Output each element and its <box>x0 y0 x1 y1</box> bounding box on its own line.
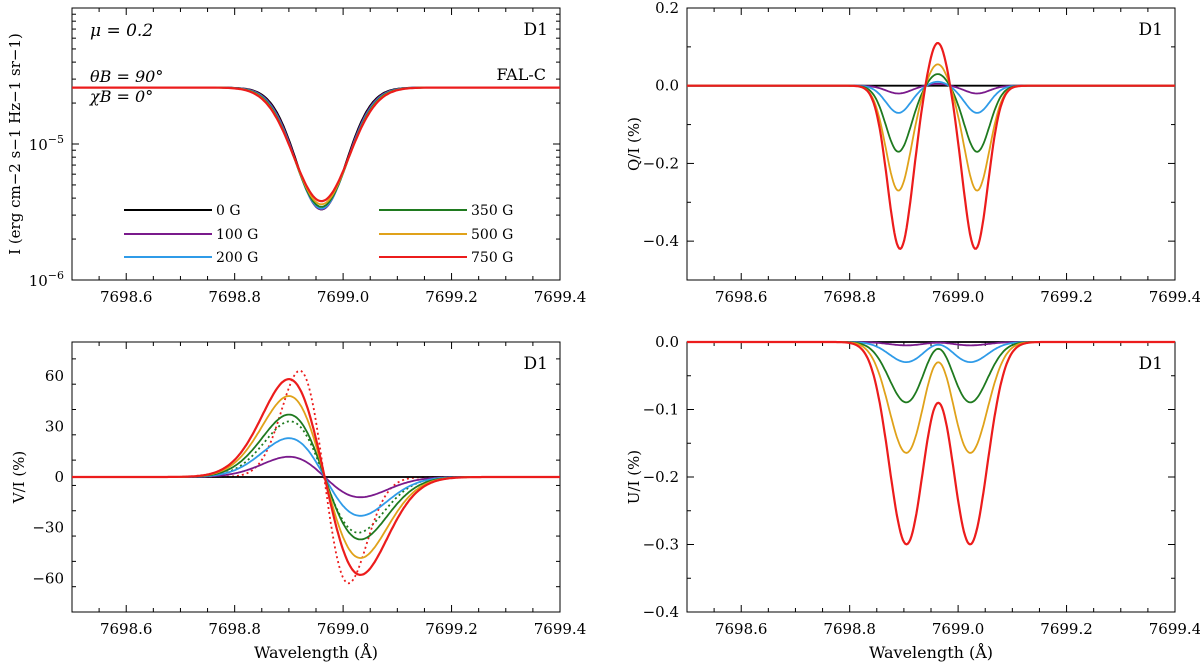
panel-U: 7698.6 7698.8 7699.0 7699.2 7699.4 −0.4 −0.3 −0… <box>625 333 1200 662</box>
y-tick-label: −0.3 <box>643 536 679 554</box>
annotation-mu: μ = 0.2 <box>90 21 153 41</box>
y-axis-label: Q/I (%) <box>625 117 643 171</box>
corner-label: D1 <box>524 354 548 374</box>
x-tick-label: 7698.8 <box>823 288 876 306</box>
x-tick-label: 7699.4 <box>1149 620 1200 638</box>
y-tick-label: 0.0 <box>655 333 679 351</box>
x-tick-label: 7699.0 <box>317 620 370 638</box>
y-tick-label: −30 <box>32 519 64 537</box>
x-tick-label: 7699.4 <box>534 288 587 306</box>
panel-Q: 7698.6 7698.8 7699.0 7699.2 7699.4 −0.4 −0.2 0.… <box>625 0 1200 306</box>
annotation-chi: χB = 0° <box>89 87 153 106</box>
curve-U-500G <box>687 341 1175 454</box>
y-tick-label: −0.2 <box>643 154 679 172</box>
y-tick-label: 60 <box>45 367 64 385</box>
panel-V: 7698.6 7698.8 7699.0 7699.2 7699.4 −60 −30 0 30 6… <box>10 341 587 662</box>
corner-label: D1 <box>1139 20 1163 40</box>
y-tick-label: 10−5 <box>29 133 64 154</box>
y-tick-label: 0 <box>54 468 64 486</box>
x-tick-label: 7699.2 <box>1040 288 1093 306</box>
corner-label: D1 <box>524 20 548 40</box>
panel-I: 7698.6 7698.8 7699.0 7699.2 7699.4 10−6 10−5I … <box>6 7 587 306</box>
y-tick-label: 0.0 <box>655 77 679 95</box>
plot-frame <box>686 341 1176 613</box>
y-tick-label: −60 <box>32 569 64 587</box>
y-tick-label: −0.1 <box>643 401 679 419</box>
legend-label: 350 G <box>471 203 513 219</box>
legend-label: 200 G <box>216 250 258 266</box>
y-tick-label: 10−6 <box>29 269 64 290</box>
legend-label: 500 G <box>471 227 513 243</box>
x-tick-label: 7698.6 <box>715 288 768 306</box>
y-tick-label: 30 <box>45 417 64 435</box>
x-tick-label: 7699.0 <box>932 288 985 306</box>
curve-Q-750G <box>687 42 1175 251</box>
x-tick-label: 7698.8 <box>208 620 261 638</box>
x-tick-label: 7699.0 <box>317 288 370 306</box>
corner-label: D1 <box>1139 354 1163 374</box>
curve-V-750G <box>72 377 560 577</box>
x-axis-label: Wavelength (Å) <box>254 642 378 662</box>
y-axis-label: I (erg cm−2 s−1 Hz−1 sr−1) <box>6 33 24 255</box>
x-tick-label: 7698.6 <box>100 288 153 306</box>
annotation-theta: θB = 90° <box>90 67 163 86</box>
x-tick-label: 7699.0 <box>932 620 985 638</box>
curve-U-750G <box>687 340 1175 546</box>
y-axis-label: V/I (%) <box>10 451 28 505</box>
legend-label: 750 G <box>471 250 513 266</box>
annotation-model: FAL-C <box>496 65 546 84</box>
legend-label: 0 G <box>216 203 241 219</box>
x-tick-label: 7699.4 <box>534 620 587 638</box>
y-tick-label: 0.2 <box>655 0 679 17</box>
x-tick-label: 7699.2 <box>425 288 478 306</box>
legend-label: 100 G <box>216 227 258 243</box>
x-tick-label: 7699.2 <box>1040 620 1093 638</box>
x-tick-label: 7698.6 <box>100 620 153 638</box>
curve-I-750G <box>72 86 560 203</box>
x-axis-label: Wavelength (Å) <box>869 642 993 662</box>
x-tick-label: 7698.8 <box>823 620 876 638</box>
legend: 0 G 100 G 200 G 350 G 500 G 750 G <box>124 203 513 266</box>
plot-frame <box>686 7 1176 281</box>
y-axis-label: U/I (%) <box>625 450 643 504</box>
x-tick-label: 7698.6 <box>715 620 768 638</box>
y-tick-label: −0.2 <box>643 468 679 486</box>
x-tick-label: 7698.8 <box>208 288 261 306</box>
x-tick-label: 7699.4 <box>1149 288 1200 306</box>
y-tick-label: −0.4 <box>643 232 679 250</box>
x-tick-label: 7699.2 <box>425 620 478 638</box>
y-tick-label: −0.4 <box>643 603 679 621</box>
